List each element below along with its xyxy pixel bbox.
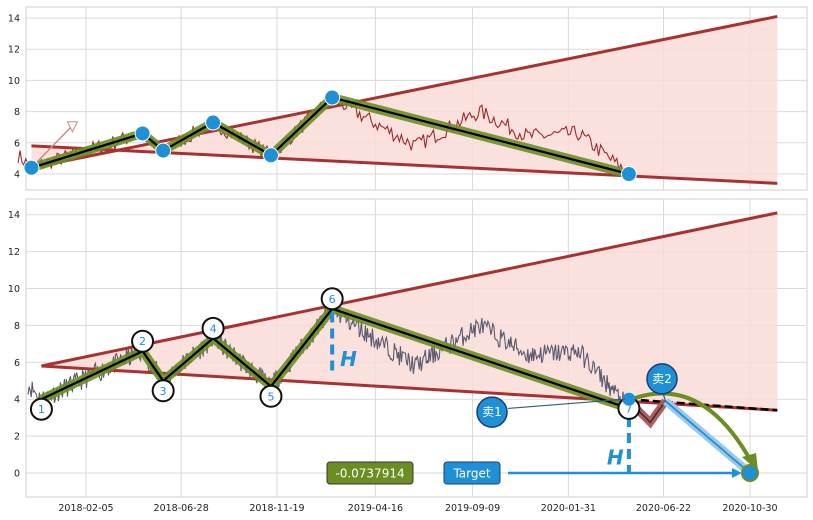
- value-badge-text: -0.0737914: [335, 467, 404, 481]
- bottom-upper-trendline: [41, 211, 778, 368]
- top-y-tick-label: 12: [8, 45, 20, 56]
- top-pivot-point: [205, 114, 222, 131]
- pivot-label-1: 1: [38, 403, 45, 416]
- pivot-label-4: 4: [210, 322, 217, 335]
- sell1-marker: [476, 396, 508, 428]
- target-label-box: [443, 461, 501, 485]
- x-tick-label: 2018-02-05: [58, 503, 113, 514]
- sell2-marker: [646, 363, 678, 395]
- target-point: [741, 464, 759, 482]
- x-tick-label: 2018-06-28: [154, 503, 209, 514]
- top-pivot-point: [262, 147, 279, 164]
- target-arrow-head: [732, 468, 742, 478]
- pivot-label-circle-3: [151, 379, 175, 403]
- top-y-tick-label: 8: [14, 107, 20, 118]
- bottom-y-tick-label: 8: [14, 321, 20, 332]
- pivot-label-circle-2: [131, 329, 155, 353]
- top-start-arrow: [30, 121, 76, 169]
- bottom-y-tick-label: 0: [14, 469, 20, 480]
- bottom-y-tick-label: 6: [14, 358, 20, 369]
- target-label-text: Target: [452, 467, 490, 481]
- top-y-tick-label: 10: [8, 76, 20, 87]
- x-tick-label: 2020-01-31: [541, 503, 596, 514]
- pivot-label-circle-5: [259, 384, 283, 408]
- pivot-label-5: 5: [267, 390, 274, 403]
- pivot-label-6: 6: [329, 293, 336, 306]
- x-tick-label: 2018-11-19: [249, 503, 304, 514]
- x-tick-label: 2020-06-22: [636, 503, 691, 514]
- bottom-y-tick-label: 4: [14, 395, 20, 406]
- target-height-marker-label: H: [607, 446, 624, 470]
- target-curve-arrow: [630, 391, 754, 464]
- sell1-label: 卖1: [482, 405, 502, 419]
- top-start-arrow-head: [66, 121, 79, 134]
- pivot-label-3: 3: [160, 385, 167, 398]
- height-marker-label: H: [340, 347, 357, 371]
- pivot-label-circle-1: [29, 397, 53, 421]
- x-tick-label: 2019-09-09: [445, 503, 500, 514]
- top-pivot-point: [23, 159, 40, 176]
- bottom-lower-trendline: [41, 364, 778, 412]
- top-pivot-point: [620, 166, 637, 182]
- target-path-line: [664, 400, 745, 469]
- top-pivot-point: [155, 142, 172, 159]
- pivot-label-7: 7: [625, 402, 632, 415]
- breakout-point: [622, 392, 636, 406]
- top-y-tick-label: 4: [14, 170, 20, 181]
- bottom-y-tick-label: 10: [8, 284, 20, 295]
- x-tick-label: 2019-04-16: [348, 503, 403, 514]
- pivot-label-2: 2: [139, 335, 146, 348]
- top-y-tick-label: 14: [8, 14, 20, 25]
- x-tick-label: 2020-10-30: [722, 503, 777, 514]
- top-pivot-point: [324, 89, 341, 106]
- pivot-label-circle-6: [320, 287, 344, 311]
- bottom-y-tick-label: 14: [8, 210, 20, 221]
- value-badge-box: [326, 461, 414, 485]
- bottom-y-tick-label: 2: [14, 432, 20, 443]
- bottom-y-tick-label: 12: [8, 247, 20, 258]
- sell1-pointer: [507, 398, 625, 410]
- sell2-label: 卖2: [652, 372, 672, 386]
- pivot-label-circle-4: [201, 316, 225, 340]
- top-y-tick-label: 6: [14, 138, 20, 149]
- top-pivot-point: [134, 125, 151, 142]
